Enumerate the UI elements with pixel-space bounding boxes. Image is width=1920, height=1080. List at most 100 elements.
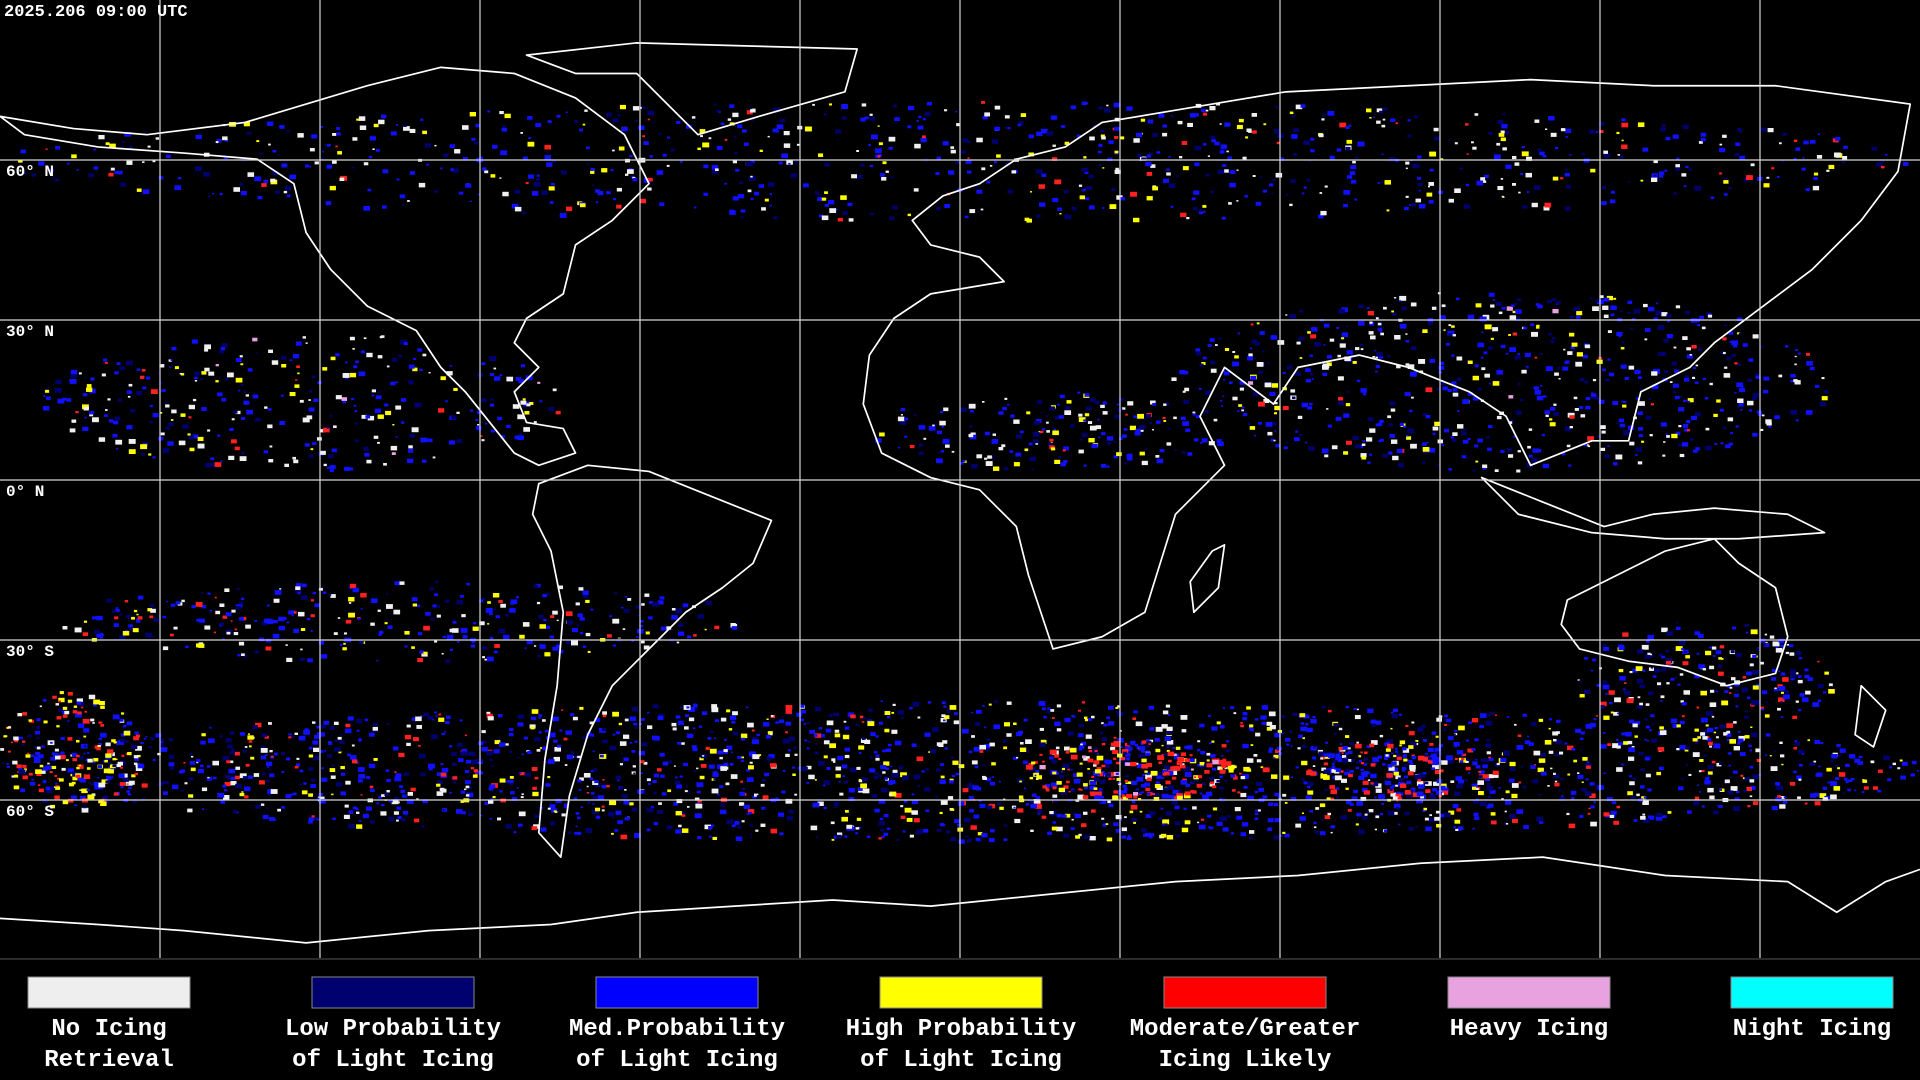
icing-pixel — [61, 767, 66, 771]
icing-pixel — [391, 452, 396, 455]
icing-pixel — [1307, 331, 1311, 334]
icing-pixel — [1456, 356, 1463, 361]
icing-pixel — [1149, 811, 1156, 816]
icing-pixel — [731, 720, 736, 724]
icing-pixel — [679, 160, 683, 163]
icing-pixel — [1532, 779, 1539, 784]
icing-pixel — [1790, 373, 1796, 378]
icing-pixel — [1240, 832, 1246, 837]
icing-pixel — [1521, 151, 1529, 157]
icing-pixel — [77, 764, 84, 769]
icing-pixel — [1228, 202, 1232, 205]
icing-pixel — [1447, 389, 1452, 392]
icing-pixel — [1246, 128, 1252, 132]
icing-pixel — [1163, 771, 1170, 776]
icing-pixel — [519, 772, 525, 776]
icing-pixel — [1346, 440, 1352, 445]
icing-pixel — [888, 136, 896, 142]
icing-pixel — [1910, 773, 1915, 777]
icing-pixel — [1399, 323, 1407, 329]
icing-pixel — [1245, 136, 1249, 139]
icing-pixel — [673, 765, 676, 767]
icing-pixel — [1023, 718, 1028, 722]
icing-pixel — [514, 435, 520, 440]
icing-pixel — [1141, 828, 1147, 833]
icing-pixel — [78, 372, 82, 375]
icing-pixel — [1580, 737, 1584, 741]
icing-pixel — [1120, 746, 1124, 748]
icing-pixel — [640, 772, 643, 774]
icing-pixel — [681, 828, 689, 833]
icing-pixel — [223, 795, 230, 800]
icing-pixel — [34, 730, 41, 735]
icing-pixel — [1219, 775, 1223, 778]
icing-pixel — [849, 767, 857, 773]
icing-pixel — [1082, 755, 1086, 759]
icing-pixel — [294, 765, 299, 769]
icing-pixel — [1472, 761, 1478, 766]
icing-pixel — [1617, 154, 1620, 156]
icing-pixel — [489, 784, 496, 789]
icing-pixel — [1739, 387, 1746, 393]
icing-pixel — [1206, 759, 1210, 762]
icing-pixel — [1355, 743, 1362, 749]
icing-pixel — [1878, 769, 1883, 773]
icing-pixel — [1391, 439, 1398, 444]
icing-pixel — [1267, 431, 1273, 436]
icing-pixel — [1084, 716, 1088, 719]
icing-pixel — [632, 765, 636, 768]
icing-pixel — [1258, 787, 1265, 792]
icing-pixel — [559, 729, 563, 732]
icing-pixel — [1500, 344, 1506, 349]
icing-pixel — [986, 777, 992, 782]
icing-pixel — [292, 792, 297, 796]
icing-pixel — [1368, 453, 1372, 456]
icing-pixel — [1666, 314, 1672, 318]
icing-pixel — [1749, 749, 1753, 752]
icing-pixel — [1448, 139, 1451, 142]
icing-pixel — [987, 455, 992, 459]
icing-pixel — [1363, 757, 1369, 761]
icing-pixel — [1141, 784, 1147, 788]
icing-pixel — [656, 768, 662, 772]
icing-pixel — [831, 758, 836, 762]
icing-pixel — [939, 779, 946, 784]
icing-pixel — [819, 733, 825, 738]
icing-pixel — [1428, 757, 1432, 760]
icing-pixel — [947, 796, 954, 800]
icing-pixel — [570, 713, 575, 717]
icing-pixel — [1118, 397, 1124, 402]
icing-pixel — [1576, 352, 1583, 357]
icing-pixel — [1406, 780, 1412, 785]
icing-pixel — [469, 112, 476, 117]
icing-pixel — [505, 824, 512, 829]
icing-pixel — [984, 112, 990, 117]
icing-pixel — [1354, 198, 1357, 201]
icing-pixel — [1233, 712, 1237, 715]
icing-pixel — [775, 721, 779, 724]
icing-pixel — [885, 170, 889, 173]
icing-pixel — [1056, 728, 1062, 732]
icing-pixel — [243, 390, 247, 393]
icing-pixel — [1814, 801, 1821, 806]
icing-pixel — [1310, 719, 1317, 724]
icing-pixel — [169, 366, 172, 368]
icing-pixel — [390, 381, 396, 386]
icing-pixel — [653, 736, 660, 741]
icing-pixel — [1363, 790, 1370, 795]
icing-pixel — [1391, 310, 1394, 313]
icing-pixel — [1210, 190, 1215, 194]
icing-pixel — [1501, 124, 1508, 129]
icing-pixel — [67, 692, 73, 696]
icing-pixel — [1847, 788, 1851, 792]
icing-pixel — [1837, 785, 1840, 787]
icing-pixel — [968, 433, 974, 438]
icing-pixel — [1062, 814, 1067, 818]
icing-pixel — [1374, 828, 1377, 831]
icing-pixel — [1298, 336, 1305, 341]
icing-pixel — [113, 792, 119, 796]
icing-pixel — [1166, 442, 1172, 446]
icing-pixel — [856, 766, 861, 770]
icing-pixel — [735, 836, 743, 841]
icing-pixel — [940, 450, 945, 453]
